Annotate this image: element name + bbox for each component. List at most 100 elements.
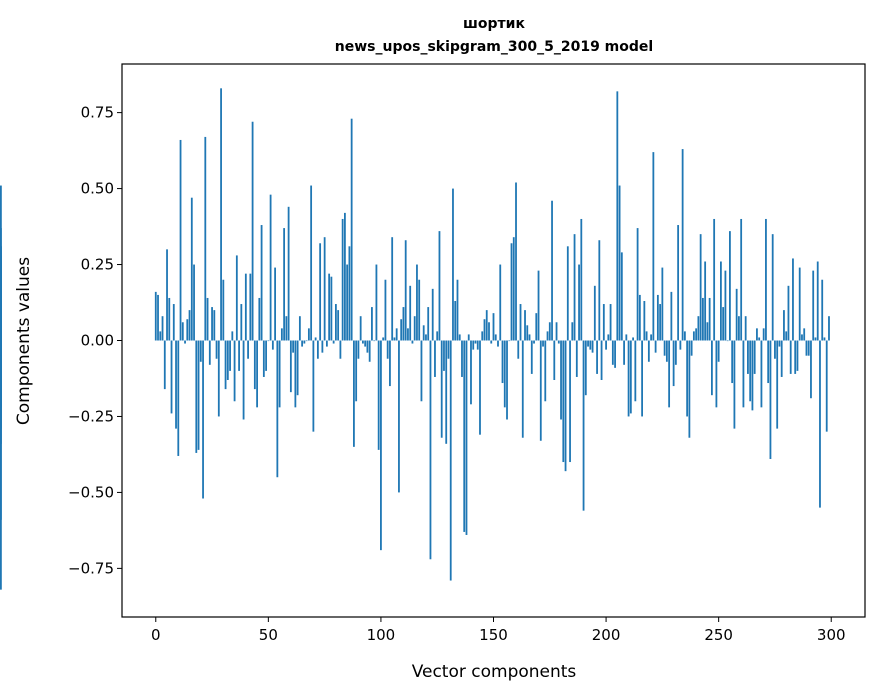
bar — [0, 185, 2, 341]
bar — [517, 340, 520, 359]
bar — [659, 304, 662, 341]
bar — [623, 340, 625, 365]
y-tick-label: 0.75 — [81, 104, 114, 122]
bar — [582, 340, 585, 511]
bar — [537, 270, 540, 341]
bar — [463, 340, 466, 532]
bar — [371, 307, 373, 341]
bar — [499, 264, 502, 341]
bar — [289, 340, 292, 393]
bar — [620, 252, 623, 341]
bar — [713, 218, 716, 341]
bar — [753, 340, 756, 374]
bar — [332, 340, 335, 344]
bar — [672, 340, 675, 387]
bar — [519, 304, 522, 341]
bar — [247, 340, 249, 359]
bar — [555, 322, 558, 341]
bar — [377, 340, 380, 450]
bar — [524, 310, 526, 341]
bar — [413, 316, 416, 341]
bar — [600, 340, 603, 380]
bar — [515, 182, 517, 341]
bar — [812, 270, 815, 341]
bar — [706, 322, 709, 341]
bar — [418, 279, 421, 341]
bar — [409, 285, 412, 341]
bar — [445, 340, 448, 444]
bar — [357, 340, 360, 359]
bar — [472, 340, 475, 350]
y-tick-label: 0.25 — [81, 256, 114, 274]
bar — [175, 340, 177, 429]
bar — [188, 310, 191, 341]
bar — [172, 304, 175, 341]
x-tick-label: 250 — [704, 626, 733, 644]
bar — [296, 340, 299, 396]
bar — [533, 340, 535, 344]
y-tick-label: −0.25 — [68, 407, 114, 425]
bar — [616, 91, 619, 341]
bar — [267, 340, 270, 342]
bar — [301, 340, 304, 347]
bar — [792, 258, 794, 341]
bar — [321, 340, 324, 353]
bar — [823, 337, 826, 341]
bar — [787, 285, 790, 341]
bar — [564, 340, 567, 472]
bar — [492, 313, 495, 341]
bar — [629, 340, 632, 414]
bar — [249, 273, 252, 341]
bar — [438, 231, 441, 341]
bar — [314, 337, 317, 341]
bar — [341, 218, 344, 341]
bar — [665, 340, 668, 362]
bar — [190, 197, 193, 341]
bar — [375, 264, 378, 341]
bar — [656, 294, 659, 341]
bar — [316, 340, 319, 359]
bar — [571, 322, 574, 341]
bar — [454, 301, 457, 341]
bar — [305, 340, 308, 342]
bar — [650, 334, 653, 341]
bar — [470, 340, 472, 405]
bar — [231, 331, 234, 341]
bar — [828, 316, 830, 341]
bar — [641, 340, 643, 417]
bar — [353, 340, 355, 447]
bar — [810, 340, 812, 399]
bar — [726, 340, 729, 342]
y-axis-label: Components values — [14, 257, 34, 425]
bar — [729, 231, 731, 341]
bar — [416, 264, 418, 341]
bar — [425, 334, 427, 341]
bar — [510, 243, 513, 341]
bar — [208, 340, 211, 365]
bar — [197, 340, 200, 450]
bar — [298, 316, 301, 341]
bar — [179, 139, 182, 341]
bar — [348, 246, 351, 341]
bar — [553, 340, 556, 380]
bar — [733, 340, 736, 429]
bar — [202, 340, 204, 499]
bar — [395, 328, 398, 341]
bar — [701, 297, 704, 341]
bar — [542, 340, 544, 347]
bar — [368, 340, 371, 362]
bar — [744, 316, 747, 341]
bar — [213, 310, 216, 341]
bar — [159, 331, 162, 341]
bar — [796, 340, 799, 371]
bar — [330, 276, 333, 341]
bar — [163, 340, 166, 390]
bar — [362, 340, 364, 344]
bar — [674, 340, 677, 365]
bar — [337, 310, 340, 341]
bar — [323, 237, 326, 341]
bar — [724, 270, 727, 341]
bar — [344, 212, 346, 341]
bar — [382, 337, 385, 341]
bar — [389, 340, 391, 387]
